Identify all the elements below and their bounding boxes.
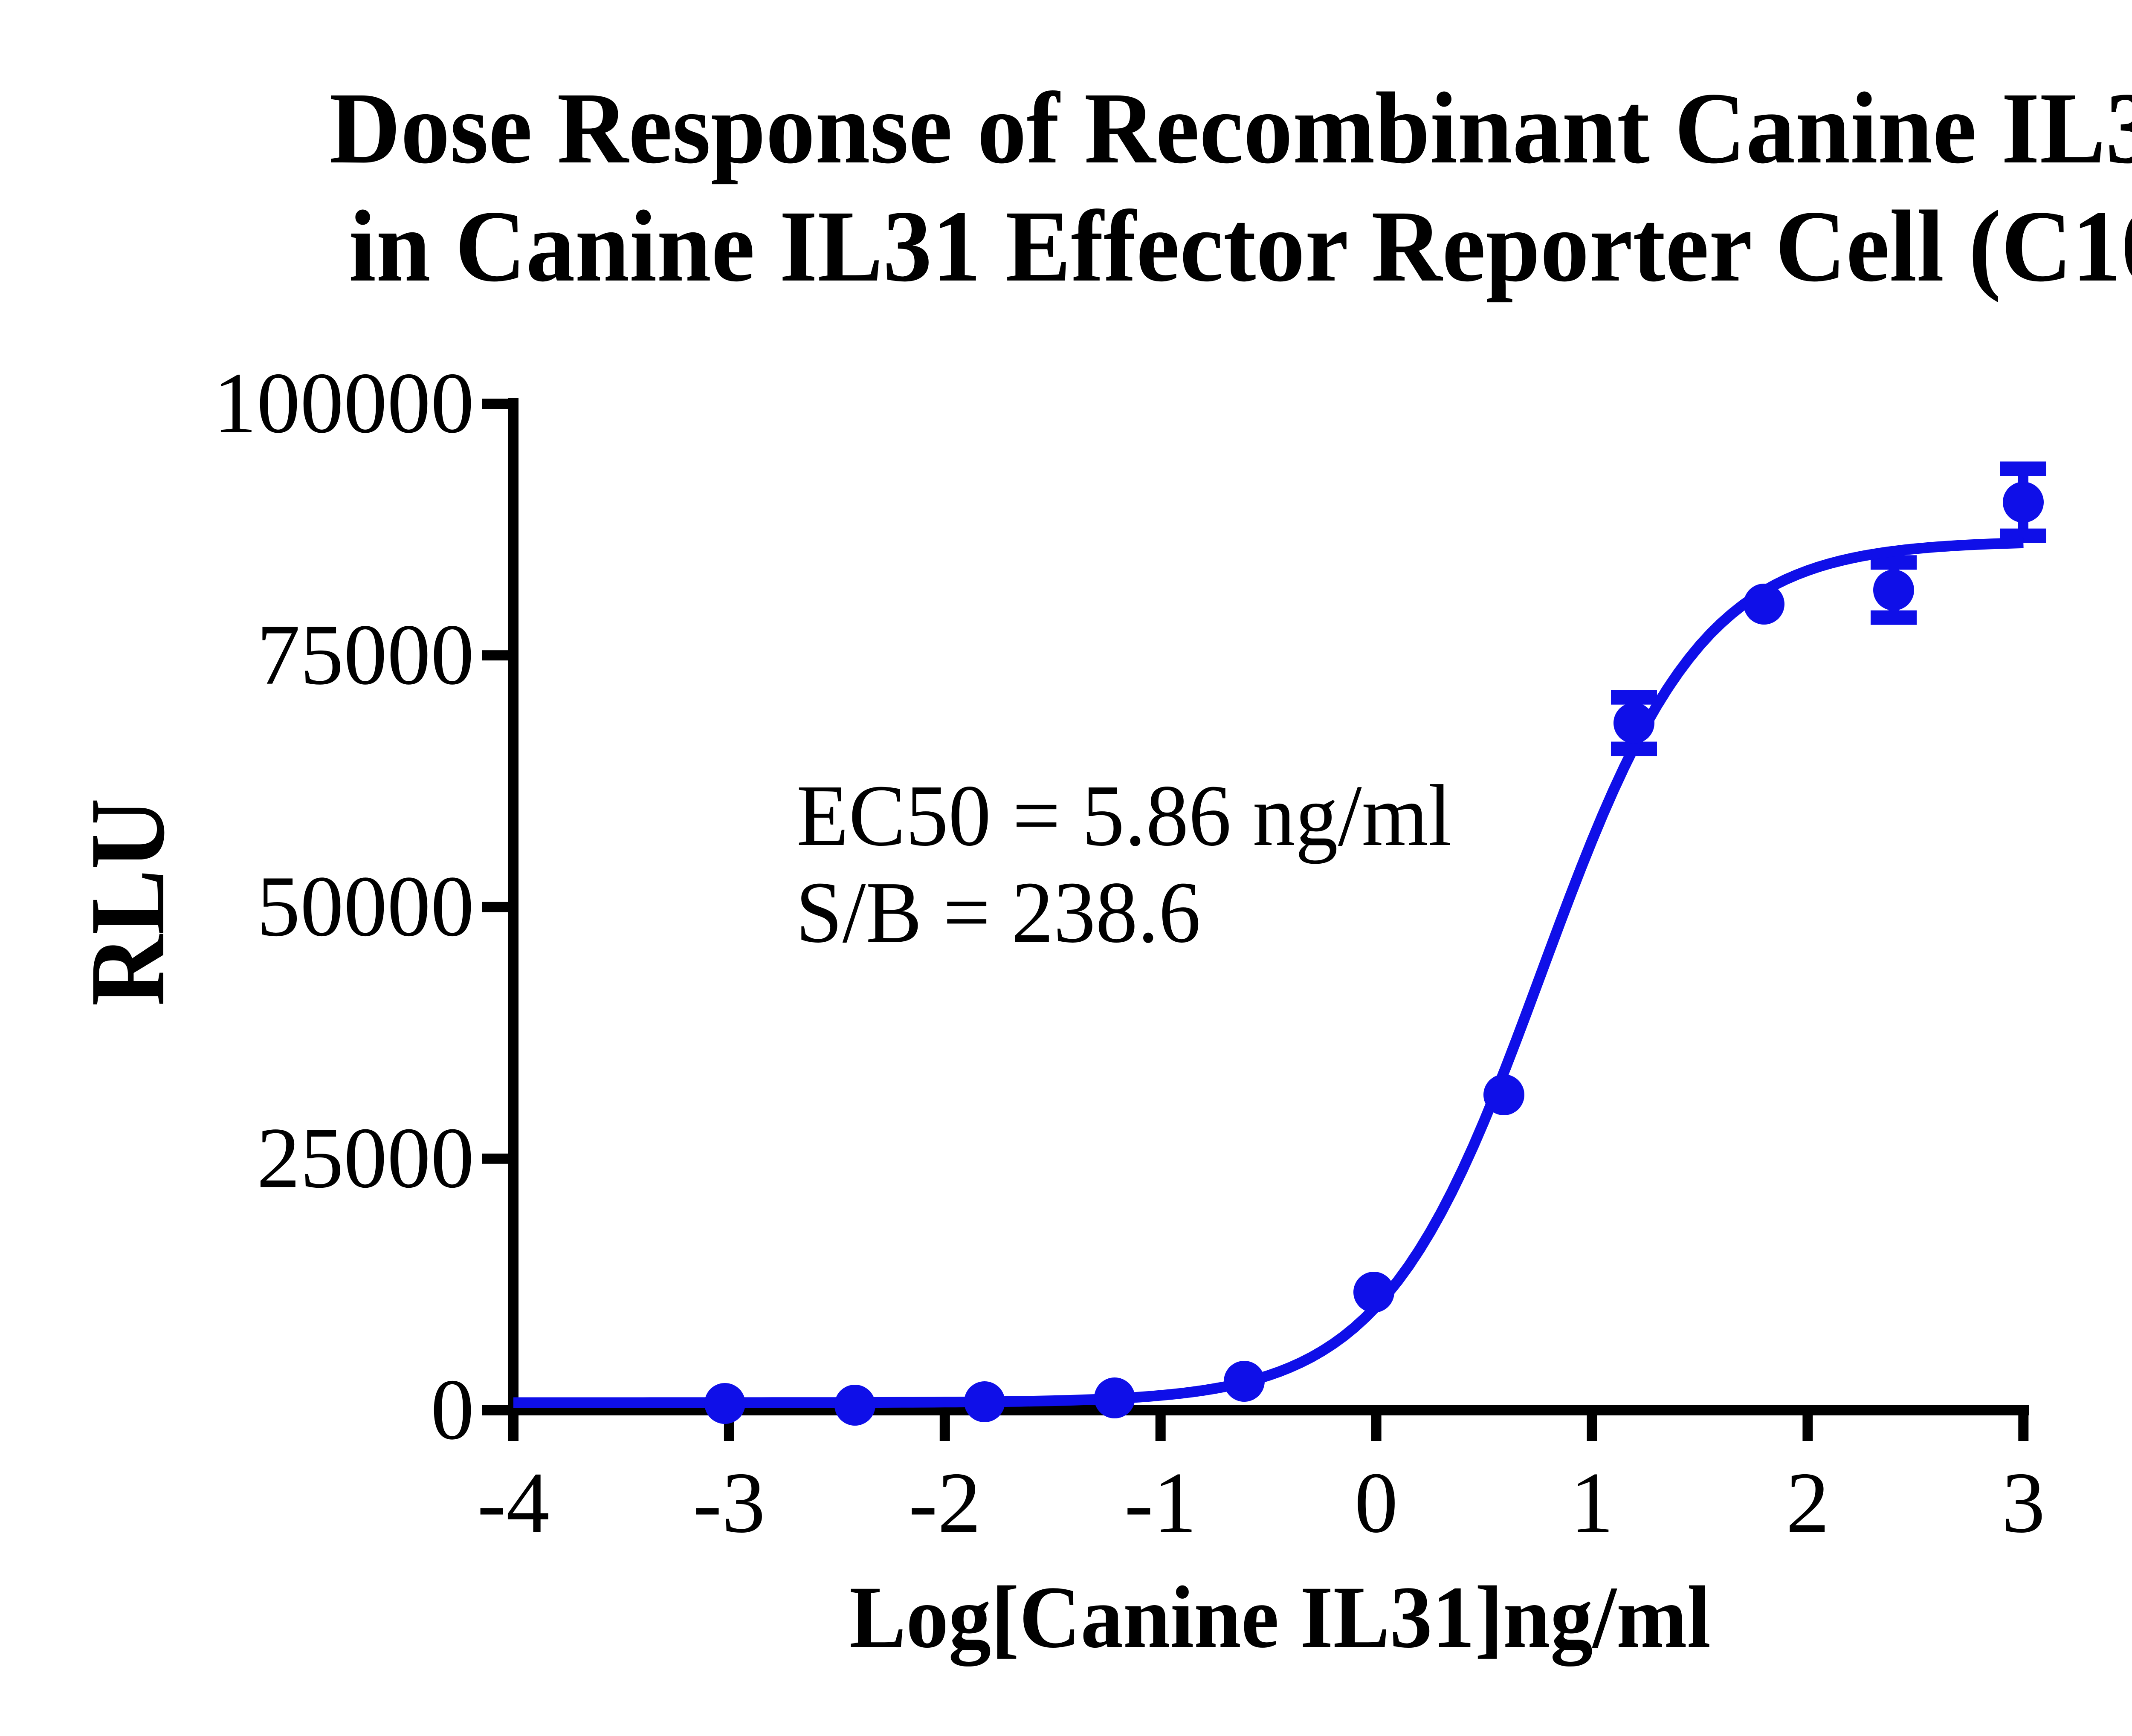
svg-text:1: 1 [1570,1455,1614,1551]
svg-text:RLU: RLU [68,798,187,1006]
svg-text:Log[Canine IL31]ng/ml: Log[Canine IL31]ng/ml [849,1568,1711,1667]
svg-text:Dose Response of Recombinant C: Dose Response of Recombinant Canine IL31 [329,71,2132,185]
svg-text:75000: 75000 [257,607,474,703]
svg-text:-4: -4 [477,1455,550,1551]
svg-text:100000: 100000 [213,355,474,451]
svg-text:-2: -2 [909,1455,981,1551]
svg-text:25000: 25000 [257,1110,474,1206]
svg-text:0: 0 [431,1362,474,1458]
svg-text:50000: 50000 [257,858,474,955]
svg-text:3: 3 [2002,1455,2045,1551]
svg-text:0: 0 [1355,1455,1398,1551]
svg-text:EC50 = 5.86 ng/ml: EC50 = 5.86 ng/ml [797,767,1452,864]
svg-text:2: 2 [1786,1455,1829,1551]
svg-text:in Canine IL31 Effector Report: in Canine IL31 Effector Reporter Cell (C… [349,189,2132,303]
svg-text:-1: -1 [1124,1455,1197,1551]
svg-text:S/B = 238.6: S/B = 238.6 [796,863,1201,961]
svg-text:-3: -3 [693,1455,765,1551]
